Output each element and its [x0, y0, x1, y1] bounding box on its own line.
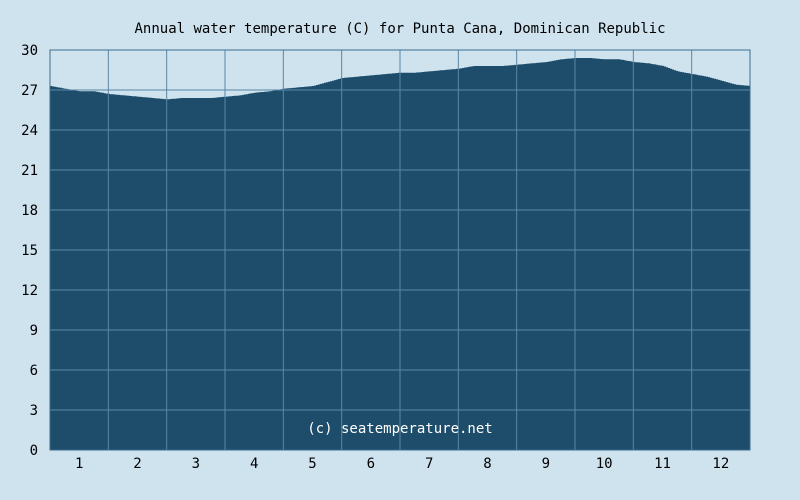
- x-tick-label: 5: [308, 456, 316, 472]
- y-tick-label: 21: [21, 163, 38, 179]
- y-tick-label: 30: [21, 43, 38, 59]
- x-tick-label: 12: [712, 456, 729, 472]
- x-tick-label: 6: [367, 456, 375, 472]
- y-tick-label: 9: [30, 323, 38, 339]
- y-tick-label: 3: [30, 403, 38, 419]
- x-tick-label: 1: [75, 456, 83, 472]
- y-tick-label: 12: [21, 283, 38, 299]
- x-tick-label: 9: [542, 456, 550, 472]
- x-tick-label: 11: [654, 456, 671, 472]
- x-tick-label: 10: [596, 456, 613, 472]
- watermark: (c) seatemperature.net: [307, 421, 492, 437]
- chart-title: Annual water temperature (C) for Punta C…: [134, 21, 665, 37]
- x-tick-label: 2: [133, 456, 141, 472]
- y-tick-label: 27: [21, 83, 38, 99]
- x-tick-label: 8: [483, 456, 491, 472]
- y-tick-label: 0: [30, 443, 38, 459]
- y-tick-label: 18: [21, 203, 38, 219]
- y-axis-ticks: 0 3 6 9 12 15 18 21 24 27 30: [21, 43, 38, 459]
- y-tick-label: 6: [30, 363, 38, 379]
- x-tick-label: 4: [250, 456, 258, 472]
- plot-frame: [49, 49, 751, 451]
- y-tick-label: 24: [21, 123, 38, 139]
- y-tick-label: 15: [21, 243, 38, 259]
- x-tick-label: 3: [192, 456, 200, 472]
- x-tick-label: 7: [425, 456, 433, 472]
- x-axis-ticks: 1 2 3 4 5 6 7 8 9 10 11 12: [75, 456, 729, 472]
